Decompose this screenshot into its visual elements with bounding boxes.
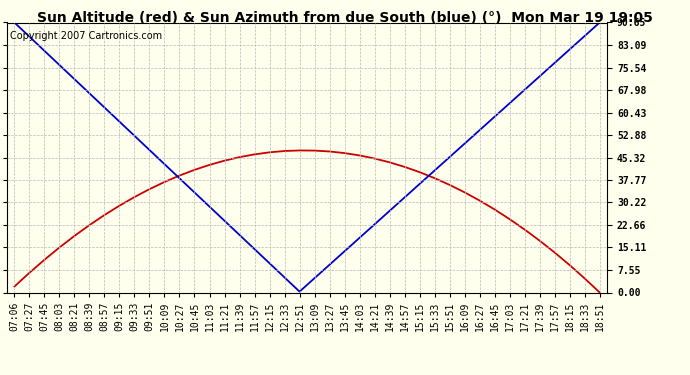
- Text: Sun Altitude (red) & Sun Azimuth from due South (blue) (°)  Mon Mar 19 19:05: Sun Altitude (red) & Sun Azimuth from du…: [37, 11, 653, 25]
- Text: Copyright 2007 Cartronics.com: Copyright 2007 Cartronics.com: [10, 31, 162, 40]
